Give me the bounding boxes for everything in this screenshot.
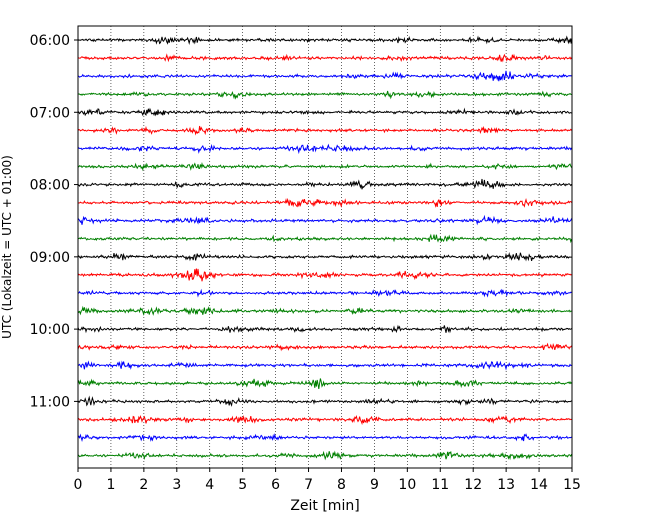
trace-line (77, 35, 573, 45)
y-tick-label: 10:00 (30, 322, 70, 338)
trace-line (77, 324, 572, 334)
seismic-traces (77, 35, 573, 461)
x-tick-label: 4 (205, 477, 214, 493)
trace-line (77, 70, 572, 82)
x-tick-label: 12 (464, 477, 482, 493)
trace-line (77, 53, 573, 63)
trace-line (77, 162, 573, 172)
trace-line (77, 107, 572, 117)
trace-line (77, 143, 573, 155)
y-axis-title: UTC (Lokalzeit = UTC + 01:00) (0, 155, 14, 339)
x-axis: 0 1 2 3 4 5 6 7 8 9 10 11 12 13 14 15 (74, 468, 581, 493)
trace-line (77, 268, 572, 282)
plot-frame (77, 25, 573, 469)
x-tick-label: 1 (106, 477, 115, 493)
trace-line (77, 125, 572, 136)
x-tick-label: 13 (497, 477, 515, 493)
x-tick-label: 14 (530, 477, 548, 493)
trace-line (77, 90, 572, 100)
y-tick-label: 07:00 (30, 105, 70, 121)
trace-line (77, 360, 572, 371)
x-tick-label: 3 (172, 477, 181, 493)
y-axis: 06:00 07:00 08:00 09:00 10:00 11:00 (30, 33, 78, 410)
trace-line (77, 252, 572, 262)
y-tick-label: 06:00 (30, 33, 70, 49)
trace-line (77, 288, 572, 298)
trace-line (77, 178, 573, 190)
x-tick-label: 10 (398, 477, 416, 493)
x-tick-label: 9 (370, 477, 379, 493)
trace-line (77, 233, 573, 244)
x-tick-label: 6 (271, 477, 280, 493)
trace-line (77, 450, 573, 461)
y-tick-label: 11:00 (30, 394, 70, 410)
x-tick-label: 0 (74, 477, 83, 493)
x-axis-title: Zeit [min] (290, 498, 359, 514)
x-tick-label: 2 (139, 477, 148, 493)
x-tick-label: 15 (563, 477, 581, 493)
trace-line (77, 214, 573, 226)
y-tick-label: 09:00 (30, 250, 70, 266)
trace-line (77, 395, 572, 407)
trace-line (77, 305, 572, 316)
trace-line (77, 414, 572, 426)
x-tick-label: 5 (238, 477, 247, 493)
trace-line (77, 433, 572, 442)
trace-line (77, 342, 573, 352)
y-tick-label: 08:00 (30, 178, 70, 194)
x-tick-label: 8 (337, 477, 346, 493)
trace-line (77, 197, 572, 208)
x-tick-label: 7 (304, 477, 313, 493)
x-tick-label: 11 (431, 477, 449, 493)
trace-line (77, 378, 572, 389)
